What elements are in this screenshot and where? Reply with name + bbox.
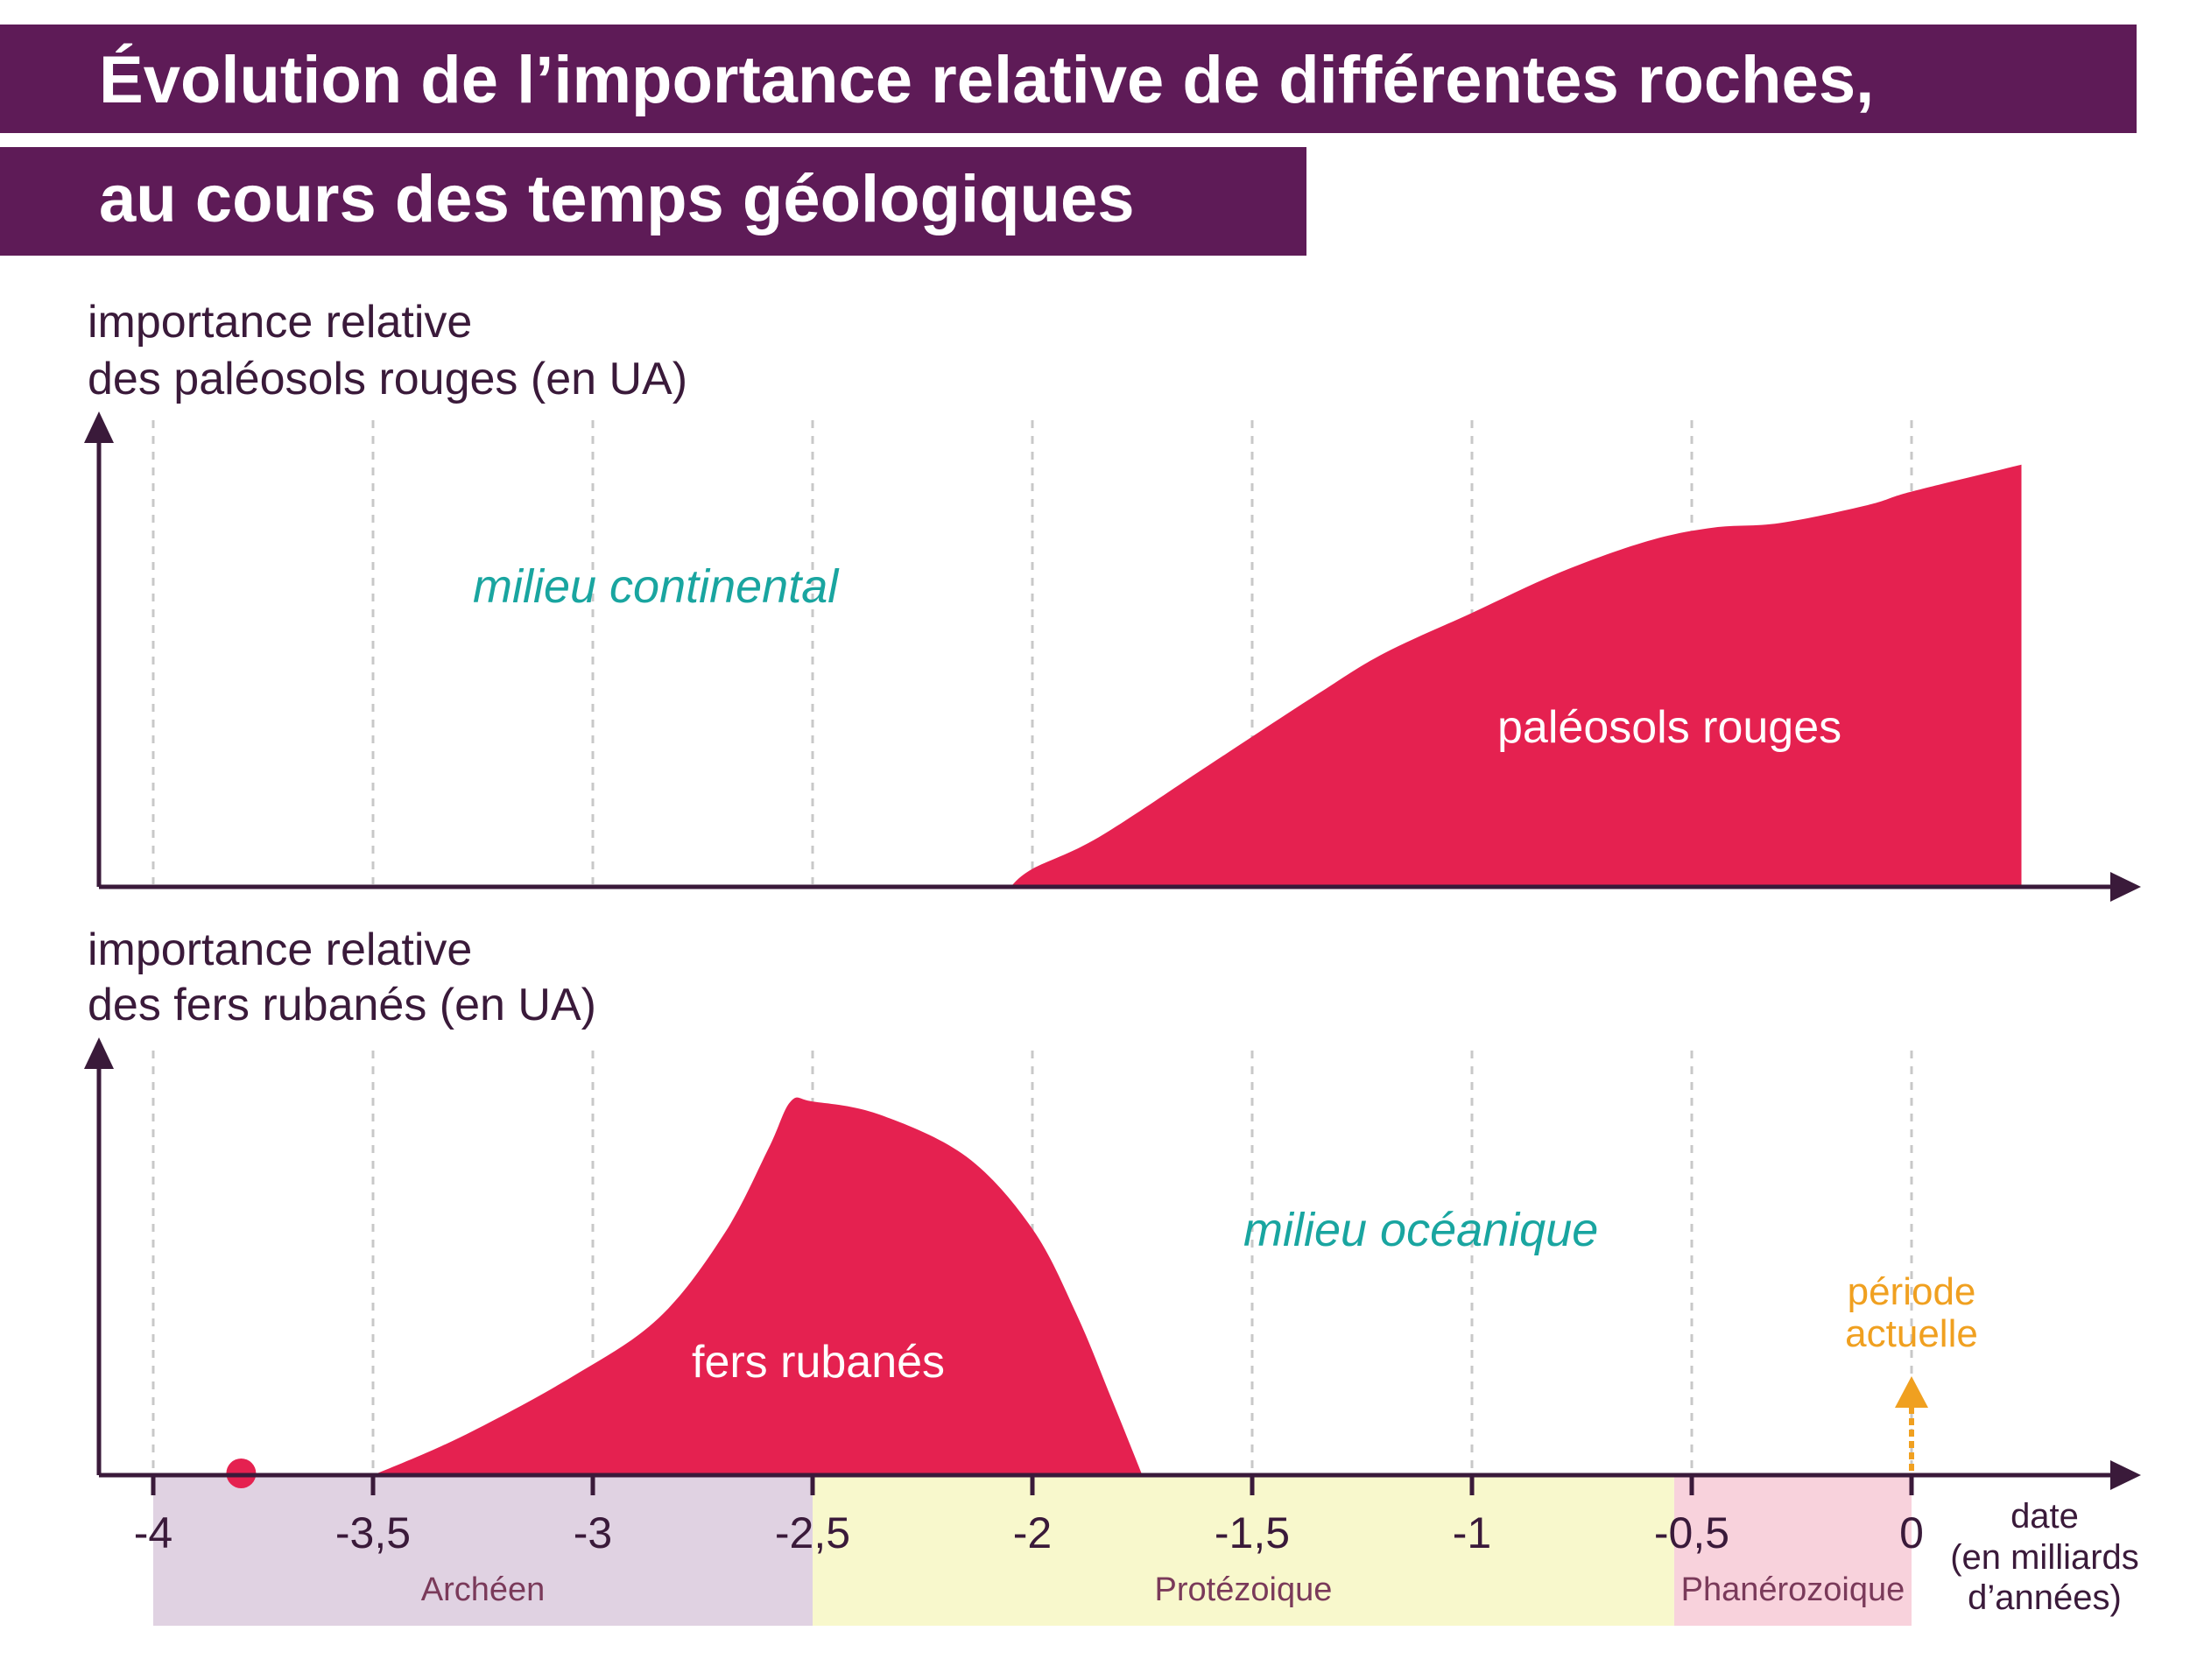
title-line-2: au cours des temps géologiques <box>99 162 1135 236</box>
paleosols-label: paléosols rouges <box>1497 702 1841 753</box>
paleosols-area <box>1010 464 2022 887</box>
top-ylabel-line-1: importance relative <box>88 297 472 348</box>
title-banner-2 <box>0 147 1306 256</box>
x-tick-label-6: -1 <box>1453 1508 1491 1557</box>
era-band-0 <box>153 1475 813 1626</box>
bottom-ylabel-line-1: importance relative <box>88 924 472 975</box>
x-unit-line-3: d’années) <box>1968 1578 2122 1617</box>
x-ticks: -4 -3,5 -3 -2,5 -2 -1,5 -1 -0,5 0 <box>134 1475 1924 1557</box>
axes <box>84 411 2141 1490</box>
x-tick-label-2: -3 <box>574 1508 612 1557</box>
top-y-arrow <box>84 411 114 443</box>
now-label-line-1: période <box>1848 1270 1976 1313</box>
x-tick-label-1: -3,5 <box>335 1508 411 1557</box>
x-tick-label-3: -2,5 <box>775 1508 850 1557</box>
era-band-2 <box>1673 1475 1912 1626</box>
x-unit-line-1: date <box>2010 1497 2079 1536</box>
x-tick-label-7: -0,5 <box>1654 1508 1729 1557</box>
title-line-1: Évolution de l’importance relative de di… <box>99 43 1874 117</box>
x-unit-line-2: (en milliards <box>1950 1538 2139 1577</box>
era-label-2: Phanérozoique <box>1681 1571 1905 1608</box>
now-arrow-head <box>1895 1376 1928 1408</box>
x-tick-label-4: -2 <box>1013 1508 1052 1557</box>
bottom-x-arrow <box>2110 1460 2141 1490</box>
era-label-0: Archéen <box>421 1571 546 1608</box>
top-x-arrow <box>2110 872 2141 902</box>
continental-label: milieu continental <box>473 560 840 613</box>
x-tick-label-5: -1,5 <box>1215 1508 1290 1557</box>
x-tick-label-8: 0 <box>1899 1508 1924 1557</box>
era-band-1 <box>813 1475 1674 1626</box>
bottom-ylabel-line-2: des fers rubanés (en UA) <box>88 980 596 1030</box>
fers-rubanes-area <box>373 1097 1143 1475</box>
era-label-1: Protézoique <box>1155 1571 1333 1608</box>
now-label-line-2: actuelle <box>1845 1312 1978 1355</box>
oceanic-label: milieu océanique <box>1243 1204 1598 1256</box>
era-bands: Archéen Protézoique Phanérozoique <box>153 1475 1912 1626</box>
bottom-y-arrow <box>84 1037 114 1069</box>
x-tick-label-0: -4 <box>134 1508 173 1557</box>
top-ylabel-line-2: des paléosols rouges (en UA) <box>88 354 687 404</box>
fers-rubanes-label: fers rubanés <box>692 1337 945 1388</box>
title-banner-1 <box>0 25 2137 133</box>
